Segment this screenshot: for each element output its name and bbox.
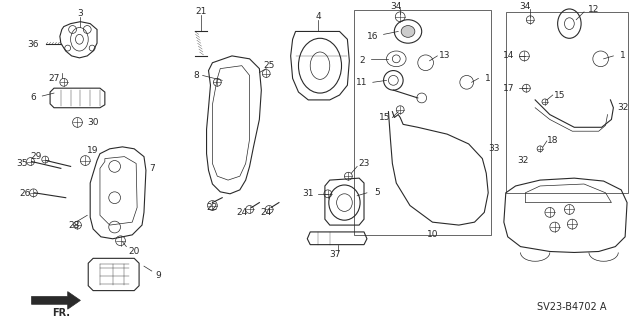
Bar [506,12,628,193]
Text: 11: 11 [356,78,368,87]
Text: 16: 16 [367,32,378,41]
Text: 3: 3 [77,9,83,19]
Text: 20: 20 [129,247,140,256]
Text: 29: 29 [31,152,42,161]
Text: 5: 5 [374,188,380,197]
Text: 30: 30 [88,118,99,127]
Text: 17: 17 [503,84,515,93]
Text: 9: 9 [156,271,161,280]
Text: 10: 10 [427,230,438,239]
Text: 2: 2 [359,56,365,65]
Text: 22: 22 [207,203,218,212]
Text: 25: 25 [264,61,275,70]
Text: 27: 27 [48,74,60,83]
Text: FR.: FR. [52,308,70,318]
Text: 6: 6 [31,93,36,102]
Text: 32: 32 [518,156,529,165]
Text: 37: 37 [329,250,340,259]
Text: 12: 12 [588,5,600,14]
Text: 7: 7 [149,164,155,173]
Text: 26: 26 [19,189,30,198]
Text: 1: 1 [485,74,491,83]
Text: 33: 33 [488,144,500,153]
Text: 28: 28 [68,220,79,230]
Text: 35: 35 [16,159,28,168]
Text: 32: 32 [618,103,629,112]
Text: 36: 36 [28,40,39,49]
Polygon shape [31,292,81,309]
Ellipse shape [401,26,415,37]
Text: 23: 23 [358,159,370,168]
Bar [354,10,491,235]
Text: 24: 24 [260,208,272,217]
Text: 19: 19 [88,146,99,155]
Text: 18: 18 [547,137,559,145]
Text: 8: 8 [193,71,198,80]
Text: 15: 15 [554,91,565,100]
Text: 1: 1 [620,51,626,60]
Text: 4: 4 [316,12,321,21]
Text: 21: 21 [195,7,206,16]
Text: 34: 34 [390,2,402,11]
Text: 14: 14 [503,51,515,60]
Text: 31: 31 [303,189,314,198]
Text: 13: 13 [440,51,451,60]
Text: SV23-B4702 A: SV23-B4702 A [536,302,606,312]
Text: 15: 15 [379,113,390,122]
Text: 24: 24 [236,208,248,217]
Text: 34: 34 [520,2,531,11]
